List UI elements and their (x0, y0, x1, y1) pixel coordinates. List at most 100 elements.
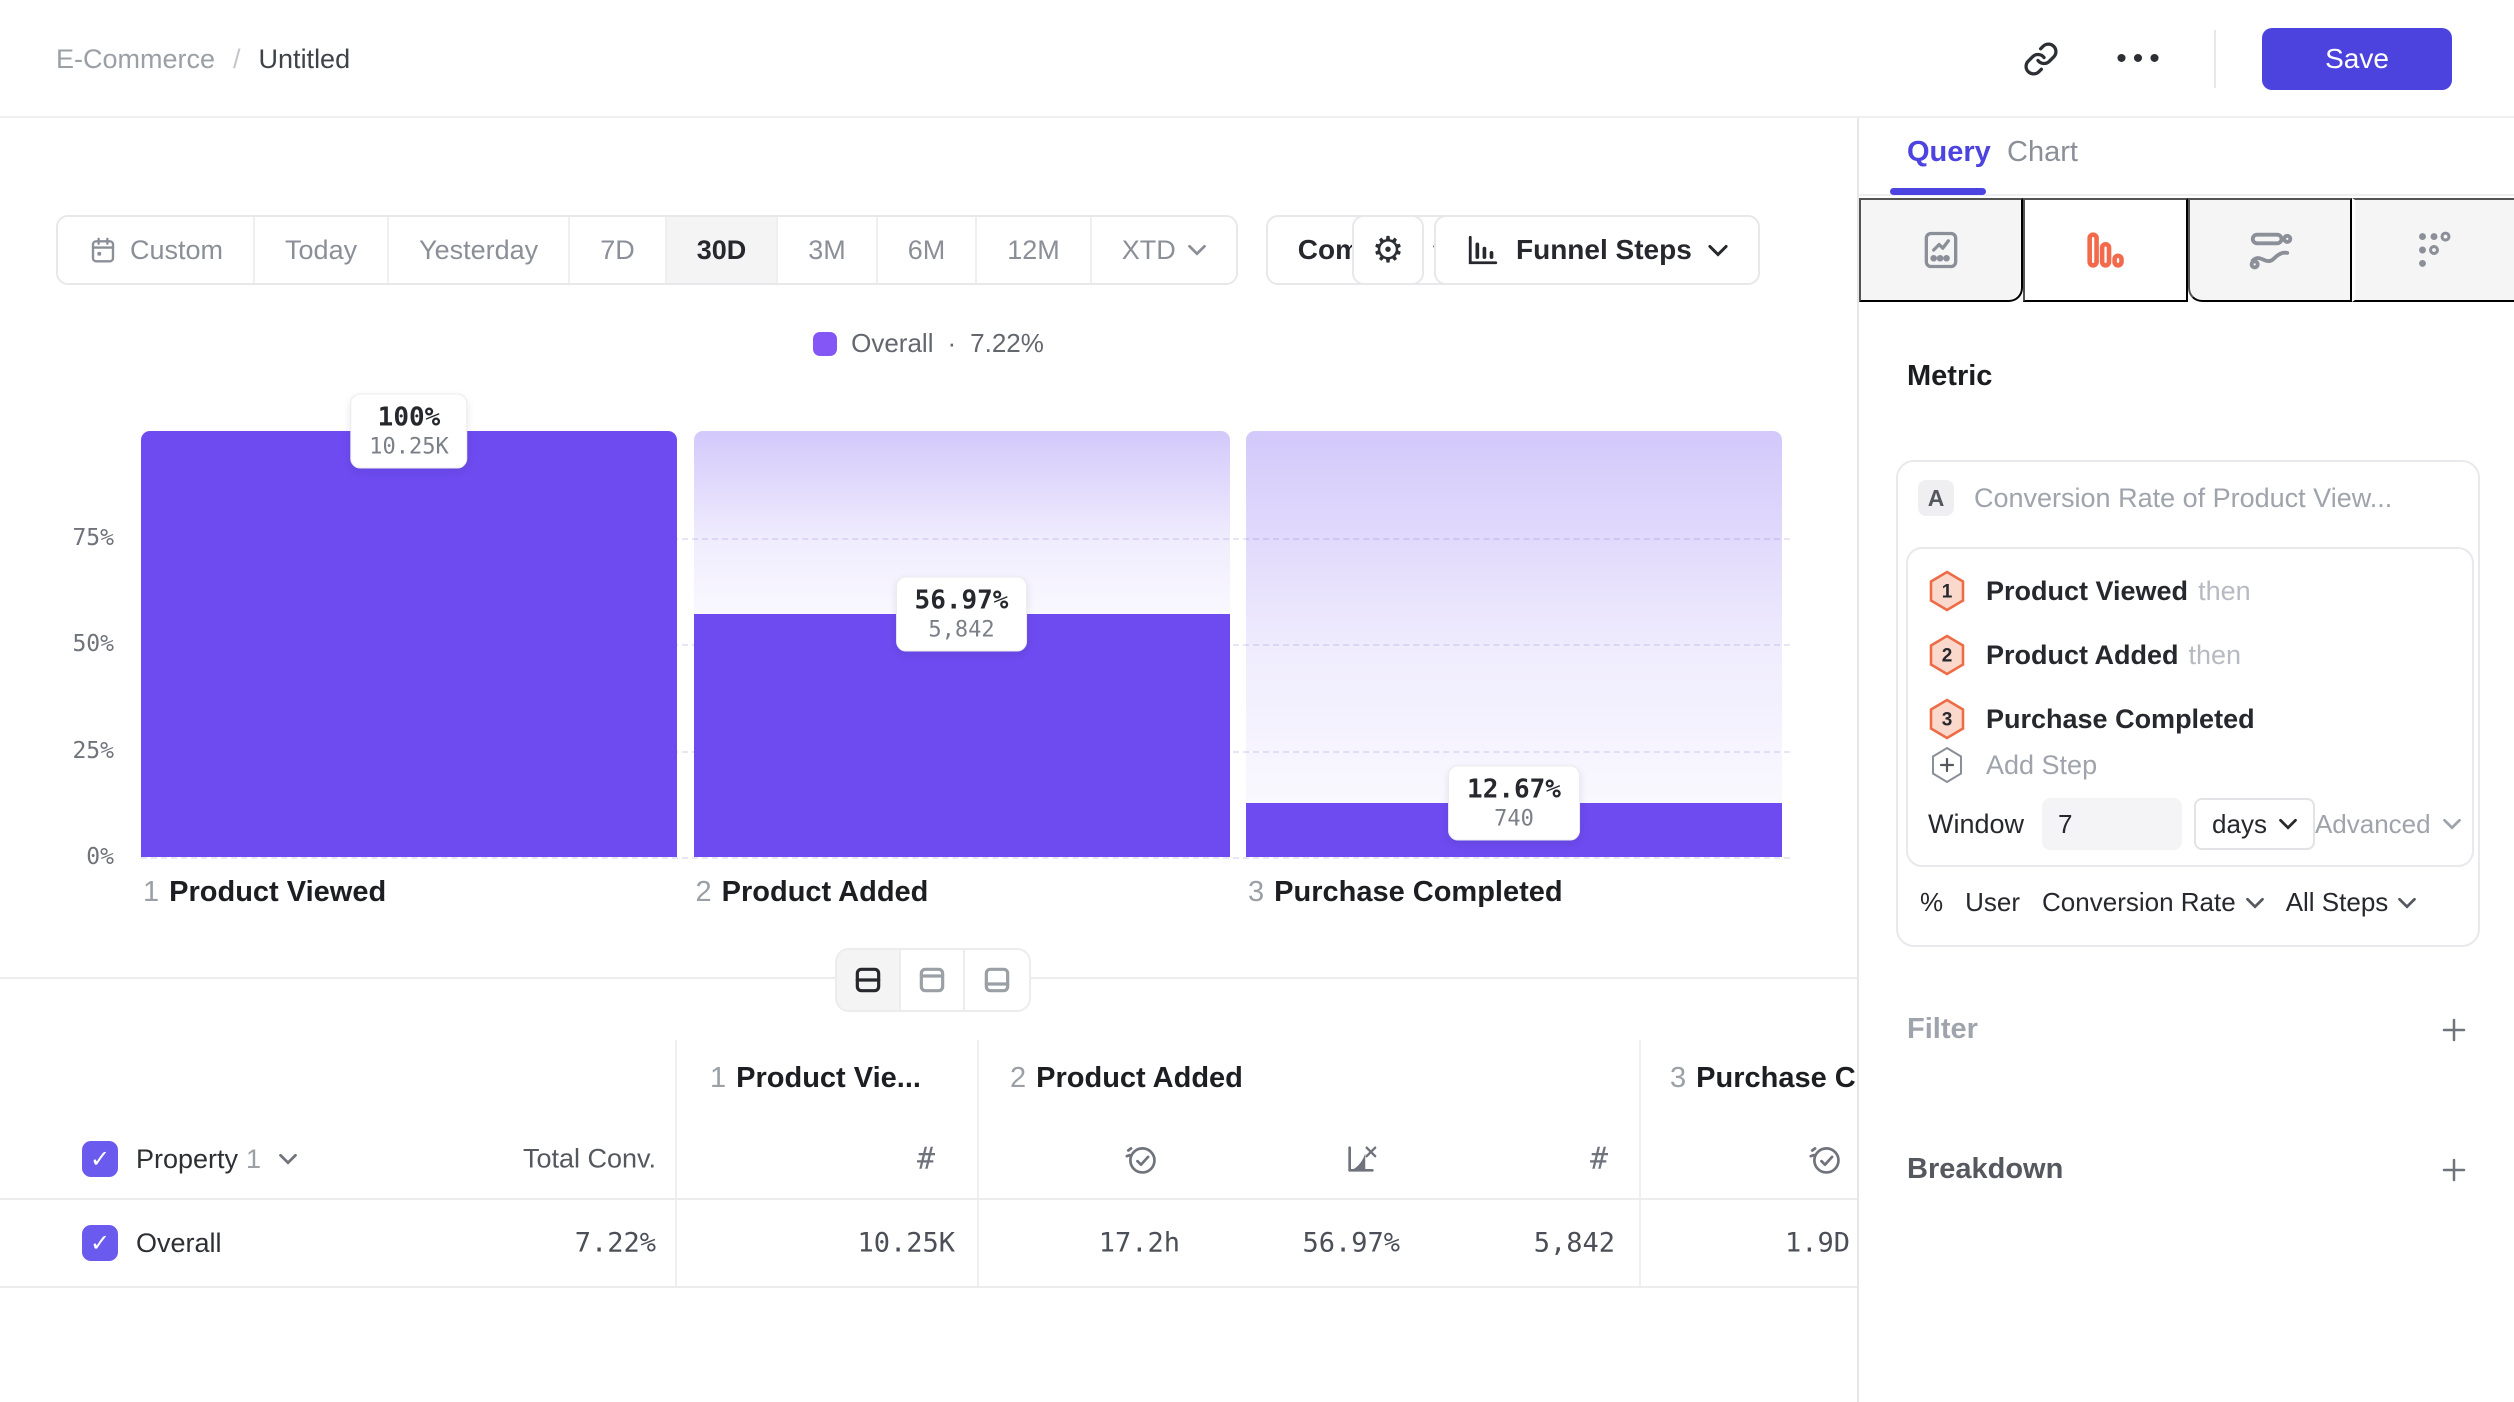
total-conv-value: 7.22% (574, 1227, 656, 1259)
more-menu-button[interactable]: ••• (2114, 32, 2168, 86)
range-custom[interactable]: Custom (58, 217, 256, 283)
add-breakdown-button[interactable] (2439, 1155, 2469, 1185)
bar-unconverted-fade (1246, 431, 1782, 804)
step1-count-value: 10.25K (857, 1227, 955, 1259)
step-1-hex-badge: 1 (1929, 570, 1965, 612)
tile-dots-chart[interactable] (2351, 198, 2514, 302)
split-view-icon (855, 967, 881, 993)
property-dropdown[interactable]: Property 1 (136, 1143, 262, 1174)
range-yesterday[interactable]: Yesterday (389, 217, 571, 283)
chart-type-button[interactable]: Funnel Steps (1434, 215, 1760, 285)
step2-count-value: 5,842 (1533, 1227, 1615, 1259)
chevron-down-icon (1187, 244, 1206, 256)
window-value-input[interactable] (2042, 798, 2183, 850)
metric-icon-cell (990, 1142, 1158, 1176)
conversion-rate-icon (1348, 1146, 1377, 1172)
funnel-bar[interactable]: 56.97% 5,842 2 Product Added (693, 431, 1230, 908)
time-to-convert-icon (1809, 1147, 1840, 1174)
funnel-bar[interactable]: 100% 10.25K 1 Product Viewed (141, 393, 677, 908)
dots-grid-icon (2419, 231, 2451, 267)
breakdown-section: Breakdown (1907, 1153, 2469, 1186)
breadcrumb-project[interactable]: E-Commerce (56, 44, 216, 74)
range-3m[interactable]: 3M (778, 217, 878, 283)
column-header-step-3: 3 Purchase C (1670, 1062, 1856, 1094)
bar-area (141, 431, 677, 857)
filter-heading: Filter (1907, 1013, 1978, 1045)
window-unit-select[interactable]: days (2194, 798, 2315, 850)
view-chart-only-button[interactable] (901, 950, 965, 1010)
metric-icon-cell (1670, 1142, 1842, 1176)
bar-value-badge: 56.97% 5,842 (895, 576, 1028, 652)
view-toggle-group (835, 948, 1031, 1012)
step-row-1[interactable]: 1 Product Viewed then (1928, 570, 2251, 612)
funnel-bars-icon (2087, 232, 2125, 268)
step2-time-value: 17.2h (1098, 1227, 1180, 1259)
range-12m[interactable]: 12M (977, 217, 1092, 283)
bar-step-label: 3 Purchase Completed (1248, 876, 1563, 908)
tile-flow-chart[interactable] (2187, 198, 2352, 302)
tab-query[interactable]: Query (1907, 136, 1991, 168)
check-icon: ✓ (89, 1145, 111, 1173)
header-divider (2214, 30, 2216, 88)
y-axis-tick: 25% (72, 737, 114, 764)
range-7d[interactable]: 7D (570, 217, 667, 283)
add-step-row[interactable]: Add Step (1928, 745, 2097, 785)
select-all-checkbox[interactable]: ✓ (82, 1141, 118, 1177)
settings-button[interactable]: ⚙ (1352, 215, 1424, 285)
gear-icon: ⚙ (1371, 229, 1405, 270)
date-range-group: Custom Today Yesterday 7D 30D 3M 6M 12M XTD (56, 215, 1238, 285)
share-link-button[interactable] (2014, 32, 2068, 86)
calendar-icon (91, 237, 115, 263)
property-header-cell: ✓ Property 1 (82, 1141, 297, 1177)
table-row[interactable]: ✓ Overall 7.22% 10.25K 17.2h 56.97% 5,84… (0, 1200, 1857, 1286)
top-header: E-Commerce / Untitled ••• Save (0, 0, 2514, 118)
breadcrumb-current[interactable]: Untitled (258, 44, 351, 74)
range-30d[interactable]: 30D (666, 217, 779, 283)
range-6m[interactable]: 6M (877, 217, 978, 283)
chart-legend[interactable]: Overall · 7.22% (0, 328, 1857, 359)
chevron-down-icon[interactable] (279, 1153, 297, 1165)
tile-funnel-chart-active[interactable] (2023, 198, 2188, 302)
total-conv-header[interactable]: Total Conv. (522, 1143, 656, 1174)
range-xtd[interactable]: XTD (1091, 217, 1236, 283)
metric-title: Conversion Rate of Product View... (1974, 482, 2393, 513)
measure-user[interactable]: User (1965, 887, 2021, 917)
view-table-only-button[interactable] (965, 950, 1029, 1010)
measure-metric-dropdown[interactable]: Conversion Rate (2042, 887, 2264, 918)
legend-separator: · (947, 328, 957, 358)
svg-text:2: 2 (1942, 646, 1953, 667)
row-name: Overall (136, 1227, 222, 1258)
row-name-cell: ✓ Overall (82, 1225, 222, 1261)
advanced-toggle[interactable]: Advanced (2315, 809, 2461, 840)
breadcrumb: E-Commerce / Untitled (56, 44, 350, 75)
y-axis: 75% 50% 25% 0% (30, 431, 114, 871)
chevron-down-icon (1708, 244, 1728, 257)
legend-label: Overall (851, 328, 934, 358)
header-actions: ••• Save (2014, 0, 2452, 118)
query-panel: Query Chart (1857, 118, 2514, 1402)
results-table: 1 Product Vie... 2 Product Added 3 Purchase… (0, 1040, 1857, 1288)
add-filter-button[interactable] (2439, 1015, 2469, 1045)
step-row-2[interactable]: 2 Product Added then (1928, 634, 2241, 676)
svg-text:3: 3 (1942, 710, 1953, 731)
view-split-button[interactable] (837, 950, 901, 1010)
tab-chart[interactable]: Chart (2007, 136, 2078, 168)
column-separator (977, 1040, 979, 1288)
row-checkbox[interactable]: ✓ (82, 1225, 118, 1261)
metric-card-header[interactable]: A Conversion Rate of Product View... (1918, 480, 2392, 516)
metric-card: A Conversion Rate of Product View... 1 P… (1896, 460, 2480, 947)
count-hash-icon: # (916, 1141, 935, 1177)
chart-type-tiles (1859, 198, 2514, 302)
bar-step-label: 2 Product Added (695, 876, 929, 908)
measure-row: % User Conversion Rate All Steps (1920, 887, 2417, 918)
funnel-bar[interactable]: 12.67% 740 3 Purchase Completed (1246, 431, 1782, 908)
save-button[interactable]: Save (2262, 28, 2452, 90)
range-today[interactable]: Today (255, 217, 390, 283)
time-to-convert-icon (1125, 1147, 1156, 1174)
metric-icon-cell (1210, 1142, 1378, 1176)
measure-steps-dropdown[interactable]: All Steps (2286, 887, 2417, 918)
step-row-3[interactable]: 3 Purchase Completed (1928, 698, 2265, 740)
bar-value-badge: 100% 10.25K (350, 393, 468, 469)
tile-line-chart[interactable] (1859, 198, 2024, 302)
